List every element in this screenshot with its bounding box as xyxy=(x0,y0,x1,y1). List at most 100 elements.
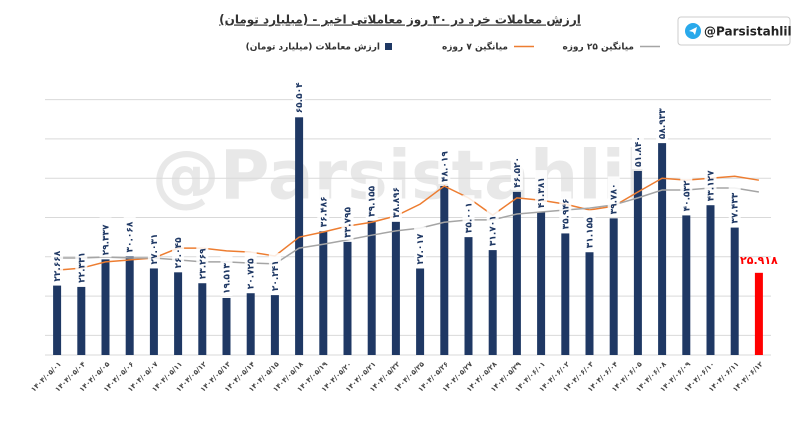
bar xyxy=(585,252,594,355)
grid xyxy=(45,99,771,336)
value-label-group: ۴۱.۳۸۱ xyxy=(535,170,548,211)
bar xyxy=(367,220,376,355)
legend-label: ارزش معاملات (میلیارد تومان) xyxy=(246,43,380,53)
value-label-bg xyxy=(268,253,281,294)
value-label-bg xyxy=(607,176,620,217)
telegram-plane xyxy=(689,27,697,35)
legend-label: میانگین ۲۵ روزه xyxy=(562,41,634,53)
value-label-group: ۳۱.۷۰۱ xyxy=(486,208,499,249)
value-label: ۳۷.۴۳۳ xyxy=(731,192,741,223)
value-label-bg xyxy=(99,217,112,258)
bar xyxy=(270,295,279,355)
value-label-group: ۳۷.۴۳۳ xyxy=(728,185,741,226)
bar xyxy=(416,268,425,355)
value-label: ۲۷.۰۳۱ xyxy=(150,234,160,265)
value-label-group: ۳۳.۷۹۵ xyxy=(341,199,354,240)
value-label-group: ۲۰.۲۴۱ xyxy=(268,253,281,294)
bar xyxy=(633,170,642,355)
chart-title: ارزش معاملات خرد در ۳۰ روز معاملاتی اخیر… xyxy=(219,13,581,28)
value-label: ۴۸.۰۱۹ xyxy=(440,151,450,182)
value-label-group: ۳۵.۰۰۱ xyxy=(462,195,475,236)
bar xyxy=(561,233,570,355)
value-label-bg xyxy=(365,178,378,219)
value-label-group: ۴۸.۰۱۹ xyxy=(438,143,451,184)
badge: @Parsistahlil xyxy=(677,16,792,46)
value-label-bg xyxy=(75,244,88,285)
badge-text: @Parsistahlil xyxy=(704,25,792,39)
value-label: ۳۹.۷۸۰ xyxy=(610,183,620,214)
value-label: ۳۰.۰۶۸ xyxy=(126,221,136,252)
bar xyxy=(295,117,304,355)
value-label: ۳۵.۹۴۶ xyxy=(561,199,571,230)
bar xyxy=(101,259,110,355)
bar xyxy=(149,268,158,355)
value-label-group: ۴۶.۵۲۰ xyxy=(510,149,523,190)
value-label-bg xyxy=(293,75,306,116)
value-label-bg xyxy=(559,191,572,232)
value-label: ۴۶.۵۲۰ xyxy=(513,157,523,188)
value-label: ۱۹.۵۱۳ xyxy=(223,263,233,294)
value-label: ۲۹.۳۳۷ xyxy=(102,224,112,255)
value-label-group: ۳۹.۱۵۵ xyxy=(365,178,378,219)
bar xyxy=(174,272,183,355)
bar xyxy=(125,256,134,355)
legend: ارزش معاملات (میلیارد تومان) میانگین ۷ رو… xyxy=(246,41,660,53)
value-label-group: ۳۰.۰۶۸ xyxy=(123,214,136,255)
bar xyxy=(488,250,497,355)
value-label-group: ۱۹.۵۱۳ xyxy=(220,255,233,296)
bar xyxy=(53,285,62,355)
value-label-bg xyxy=(535,170,548,211)
value-label-bg xyxy=(220,255,233,296)
value-label-group: ۲۶.۰۴۵ xyxy=(172,230,185,271)
bar xyxy=(246,293,255,355)
value-label: ۲۲.۳۳۱ xyxy=(77,252,87,283)
value-label-bg xyxy=(196,241,209,282)
value-label: ۳۳.۷۹۵ xyxy=(344,206,354,237)
value-label-bg xyxy=(123,214,136,255)
bar xyxy=(319,231,328,355)
bar xyxy=(222,297,231,355)
bar xyxy=(730,227,739,355)
value-label: ۲۲.۶۶۸ xyxy=(53,250,63,281)
value-label-bg xyxy=(147,226,160,267)
value-label-bg xyxy=(341,199,354,240)
bar xyxy=(512,191,521,355)
bar xyxy=(343,241,352,355)
value-label-bg xyxy=(510,149,523,190)
value-label: ۲۵.۹۱۸ xyxy=(740,254,778,267)
value-label-bg xyxy=(631,128,644,169)
value-label-bg xyxy=(172,230,185,271)
value-label-group: ۲۲.۳۳۱ xyxy=(75,244,88,285)
value-label-bg xyxy=(583,210,596,251)
bar xyxy=(391,221,400,355)
value-label: ۲۳.۲۶۹ xyxy=(198,248,208,279)
value-label-group: ۲۳.۲۶۹ xyxy=(196,241,209,282)
bar xyxy=(609,218,618,355)
value-label-group: ۵۸.۹۳۳ xyxy=(656,101,669,142)
value-label-bg xyxy=(438,143,451,184)
value-label: ۲۰.۷۲۵ xyxy=(247,258,257,289)
value-label-group: ۲۰.۷۲۵ xyxy=(244,251,257,292)
value-label-group: ۳۸.۸۹۶ xyxy=(389,179,402,220)
value-label: ۳۶.۴۸۶ xyxy=(319,196,329,227)
value-label-bg xyxy=(51,243,64,284)
value-label: ۳۱.۱۵۵ xyxy=(586,217,596,248)
value-label-bg xyxy=(728,185,741,226)
bar xyxy=(682,215,691,355)
value-label: ۳۹.۱۵۵ xyxy=(368,185,378,216)
value-label-group: ۲۷.۰۱۷ xyxy=(414,226,427,267)
legend-label: میانگین ۷ روزه xyxy=(442,41,508,53)
value-label-bg xyxy=(414,226,427,267)
value-label-bg xyxy=(704,163,717,204)
value-label-group: ۳۱.۱۵۵ xyxy=(583,210,596,251)
value-label: ۵۱.۸۴۰ xyxy=(634,136,644,167)
value-label: ۲۷.۰۱۷ xyxy=(416,233,426,264)
value-label: ۳۸.۸۹۶ xyxy=(392,187,402,218)
value-label-bg xyxy=(389,179,402,220)
bar xyxy=(77,286,86,355)
value-label: ۳۵.۰۰۱ xyxy=(465,202,475,233)
value-label-group: ۴۰.۵۳۲ xyxy=(680,173,693,214)
value-label: ۴۱.۳۸۱ xyxy=(537,177,547,208)
value-label-bg xyxy=(317,189,330,230)
